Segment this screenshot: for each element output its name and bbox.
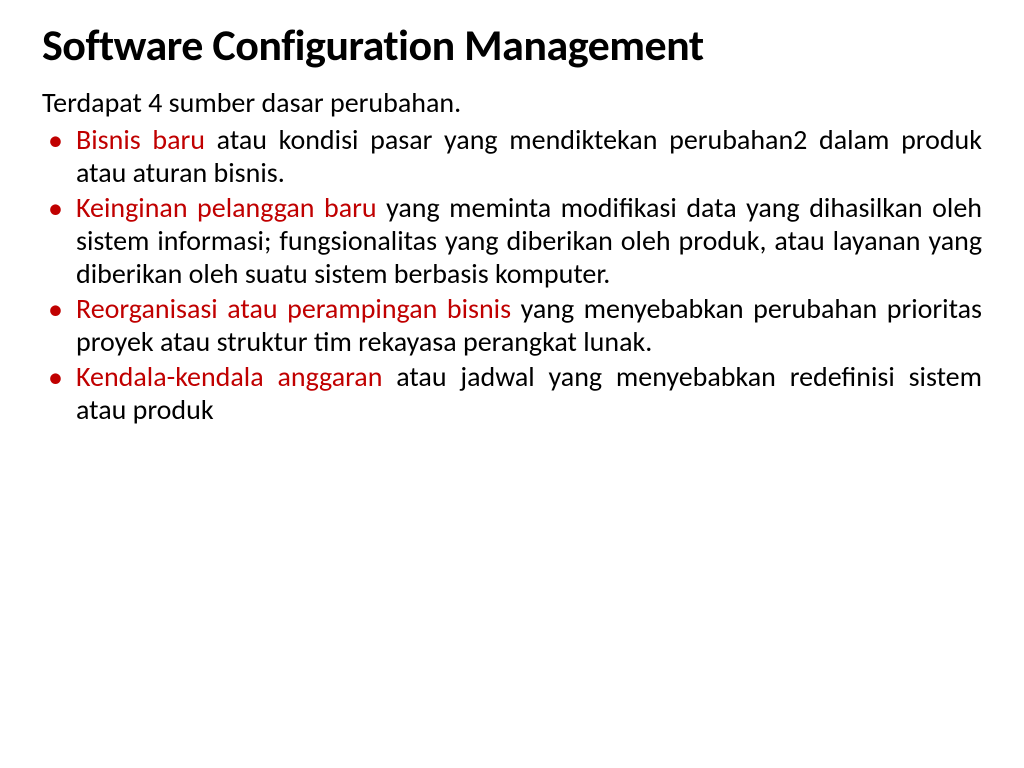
bullet-highlight: Reorganisasi atau perampingan bisnis xyxy=(76,291,521,326)
bullet-highlight: Bisnis baru xyxy=(76,122,217,157)
bullet-item: Bisnis baru atau kondisi pasar yang mend… xyxy=(42,123,982,189)
slide-title: Software Configuration Management xyxy=(42,18,982,72)
bullet-item: Keinginan pelanggan baru yang meminta mo… xyxy=(42,191,982,290)
slide: Software Configuration Management Terdap… xyxy=(0,0,1024,768)
bullet-list: Bisnis baru atau kondisi pasar yang mend… xyxy=(42,123,982,426)
bullet-highlight: Kendala-kendala anggaran xyxy=(76,359,396,394)
bullet-highlight: Keinginan pelanggan baru xyxy=(76,190,386,225)
bullet-item: Reorganisasi atau perampingan bisnis yan… xyxy=(42,292,982,358)
bullet-item: Kendala-kendala anggaran atau jadwal yan… xyxy=(42,360,982,426)
intro-text: Terdapat 4 sumber dasar perubahan. xyxy=(42,86,982,119)
